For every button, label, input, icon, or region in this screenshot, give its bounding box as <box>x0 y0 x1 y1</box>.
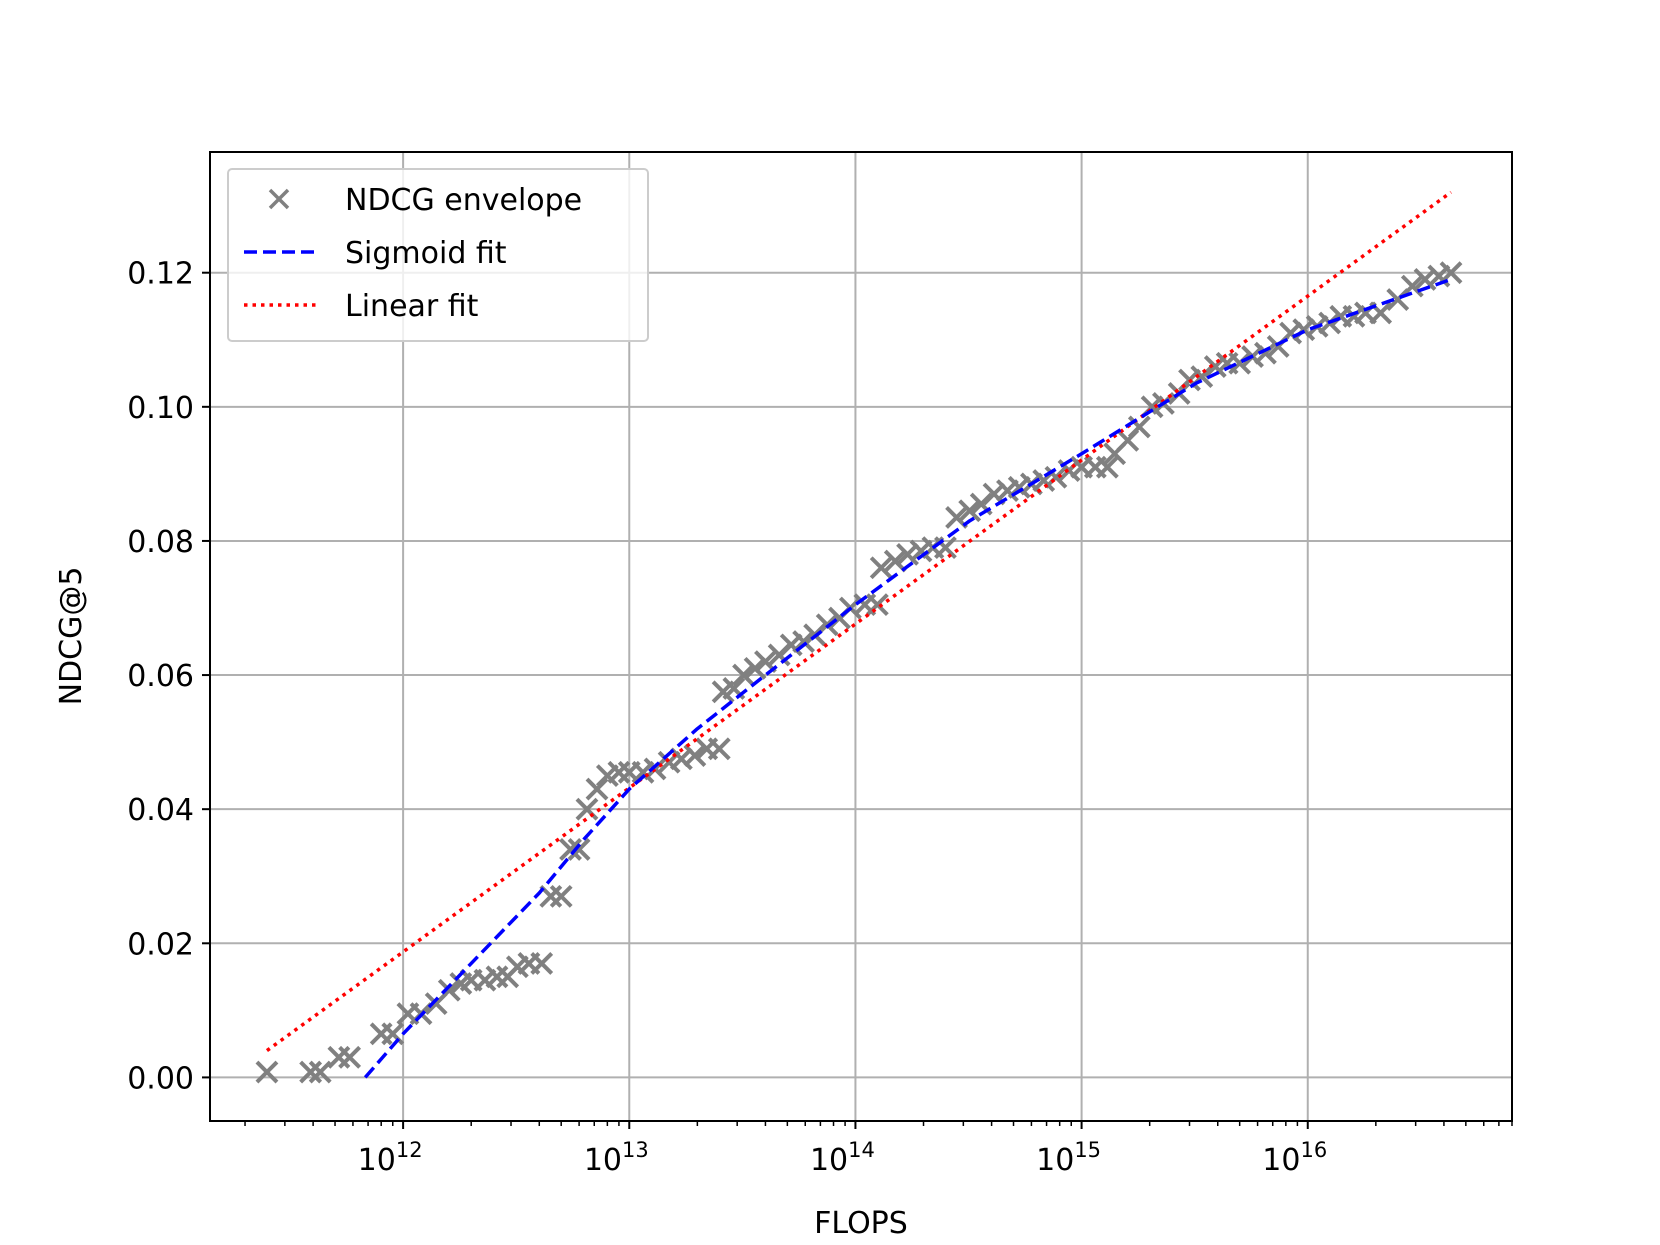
envelope-point <box>559 837 582 861</box>
x-tick-label: 1013 <box>584 1138 649 1178</box>
x-tick-label: 1016 <box>1262 1138 1327 1178</box>
legend-item-ndcg-envelope: NDCG envelope <box>268 183 582 218</box>
y-axis-label: NDCG@5 <box>54 567 89 706</box>
envelope-point <box>338 1045 362 1069</box>
legend-label-sigmoid-fit: Sigmoid fit <box>345 236 507 271</box>
axes-ticks: 0.00 0.02 0.04 0.06 0.08 0.10 0.12 1012 1013 1014… <box>127 257 1513 1178</box>
legend-item-sigmoid-fit: Sigmoid fit <box>244 236 507 271</box>
plot-frame <box>209 151 1513 1122</box>
plot-area <box>255 190 1463 1084</box>
legend-label-linear-fit: Linear fit <box>345 289 479 324</box>
envelope-point <box>1400 274 1424 298</box>
envelope-point <box>255 1060 279 1084</box>
legend-box <box>227 168 649 342</box>
y-tick-label: 0.00 <box>127 1061 194 1096</box>
y-tick-label: 0.04 <box>127 793 194 828</box>
envelope-point <box>743 656 767 680</box>
legend-item-linear-fit: Linear fit <box>244 289 479 324</box>
envelope-point <box>865 593 889 617</box>
x-tick-label: 1012 <box>358 1138 423 1178</box>
envelope-point <box>1439 261 1463 285</box>
y-tick-label: 0.10 <box>127 391 194 426</box>
sigmoid-fit-line <box>363 277 1452 1079</box>
y-tick-label: 0.06 <box>127 659 194 694</box>
envelope-point <box>958 499 982 523</box>
envelope-point <box>437 978 461 1002</box>
envelope-point <box>1095 455 1119 479</box>
envelope-point <box>567 837 591 861</box>
x-marker-icon <box>268 188 290 210</box>
envelope-point <box>869 556 893 580</box>
envelope-point <box>1254 341 1277 365</box>
x-tick-label: 1015 <box>1036 1138 1101 1178</box>
envelope-point <box>934 536 957 560</box>
envelope-point <box>669 747 693 771</box>
envelope-point <box>607 760 631 784</box>
envelope-point <box>896 542 919 566</box>
envelope-point <box>1228 351 1252 375</box>
envelope-point <box>585 777 609 801</box>
y-tick-label: 0.12 <box>127 257 194 292</box>
envelope-point <box>530 951 554 975</box>
envelope-point <box>1044 465 1068 489</box>
x-axis-label: FLOPS <box>814 1206 908 1241</box>
envelope-point <box>732 663 755 687</box>
envelope-point <box>683 744 707 767</box>
envelope-point <box>707 737 731 761</box>
legend: NDCG envelope Sigmoid fit Linear fit <box>227 168 649 342</box>
envelope-point <box>299 1060 323 1084</box>
linear-fit-line <box>265 190 1453 1053</box>
y-tick-label: 0.02 <box>127 927 194 962</box>
envelope-point <box>549 884 573 908</box>
y-tick-label: 0.08 <box>127 525 194 560</box>
envelope-point <box>308 1060 332 1084</box>
x-tick-label: 1014 <box>810 1138 875 1178</box>
envelope-point <box>883 549 907 573</box>
legend-label-ndcg-envelope: NDCG envelope <box>345 183 582 218</box>
